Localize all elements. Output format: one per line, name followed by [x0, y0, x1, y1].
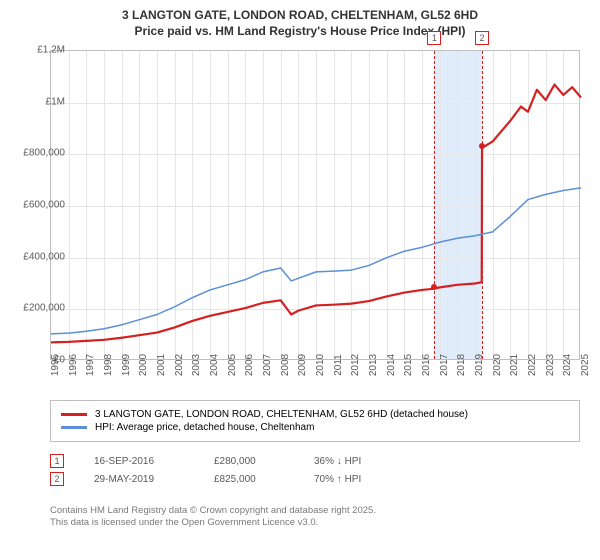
x-axis-label: 2005 — [227, 354, 238, 376]
sale-row: 1 16-SEP-2016£280,00036% ↓ HPI — [50, 454, 414, 468]
footer-line-2: This data is licensed under the Open Gov… — [50, 517, 376, 529]
sale-dot — [479, 143, 485, 149]
y-axis-label: £800,000 — [20, 148, 65, 159]
y-axis-label: £200,000 — [20, 303, 65, 314]
x-axis-label: 2019 — [474, 354, 485, 376]
chart-lines — [51, 51, 579, 359]
sale-date: 16-SEP-2016 — [94, 456, 214, 467]
x-axis-label: 2002 — [174, 354, 185, 376]
sale-hpi-diff: 70% ↑ HPI — [314, 474, 414, 485]
x-axis-label: 2008 — [280, 354, 291, 376]
sale-date: 29-MAY-2019 — [94, 474, 214, 485]
chart-title: 3 LANGTON GATE, LONDON ROAD, CHELTENHAM,… — [0, 0, 600, 43]
legend-label: 3 LANGTON GATE, LONDON ROAD, CHELTENHAM,… — [95, 409, 468, 420]
legend-swatch — [61, 426, 87, 429]
legend: 3 LANGTON GATE, LONDON ROAD, CHELTENHAM,… — [50, 400, 580, 442]
sale-price: £280,000 — [214, 456, 314, 467]
x-axis-label: 2012 — [350, 354, 361, 376]
x-axis-label: 1998 — [103, 354, 114, 376]
sale-hpi-diff: 36% ↓ HPI — [314, 456, 414, 467]
x-axis-label: 2020 — [492, 354, 503, 376]
y-axis-label: £400,000 — [20, 251, 65, 262]
x-axis-label: 2006 — [244, 354, 255, 376]
chart-container: 3 LANGTON GATE, LONDON ROAD, CHELTENHAM,… — [0, 0, 600, 560]
x-axis-label: 1996 — [68, 354, 79, 376]
series-price_paid — [51, 85, 581, 343]
sale-marker-badge: 2 — [475, 31, 489, 45]
x-axis-label: 2000 — [138, 354, 149, 376]
x-axis-label: 2007 — [262, 354, 273, 376]
x-axis-label: 1997 — [85, 354, 96, 376]
x-axis-label: 2025 — [580, 354, 591, 376]
x-axis-label: 2015 — [403, 354, 414, 376]
legend-swatch — [61, 413, 87, 416]
x-axis-label: 2011 — [333, 354, 344, 376]
x-axis-label: 2010 — [315, 354, 326, 376]
x-axis-label: 2021 — [509, 354, 520, 376]
footer-attribution: Contains HM Land Registry data © Crown c… — [50, 505, 376, 530]
x-axis-label: 2022 — [527, 354, 538, 376]
sale-price: £825,000 — [214, 474, 314, 485]
title-line-1: 3 LANGTON GATE, LONDON ROAD, CHELTENHAM,… — [10, 8, 590, 24]
sale-dot — [431, 284, 437, 290]
sale-index-badge: 2 — [50, 472, 64, 486]
x-axis-label: 1999 — [121, 354, 132, 376]
y-axis-label: £1M — [20, 96, 65, 107]
x-axis-label: 2004 — [209, 354, 220, 376]
x-axis-label: 2009 — [297, 354, 308, 376]
plot-area: 12 — [50, 50, 580, 360]
legend-item: 3 LANGTON GATE, LONDON ROAD, CHELTENHAM,… — [61, 409, 569, 420]
x-axis-label: 2014 — [386, 354, 397, 376]
title-line-2: Price paid vs. HM Land Registry's House … — [10, 24, 590, 40]
x-axis-label: 2003 — [191, 354, 202, 376]
x-axis-label: 1995 — [50, 354, 61, 376]
sales-table: 1 16-SEP-2016£280,00036% ↓ HPI 2 29-MAY-201… — [50, 450, 414, 490]
sale-row: 2 29-MAY-2019£825,00070% ↑ HPI — [50, 472, 414, 486]
x-axis-label: 2023 — [545, 354, 556, 376]
y-axis-label: £1.2M — [20, 45, 65, 56]
y-axis-label: £600,000 — [20, 200, 65, 211]
x-axis-label: 2017 — [439, 354, 450, 376]
sale-marker-badge: 1 — [427, 31, 441, 45]
x-axis-label: 2016 — [421, 354, 432, 376]
legend-item: HPI: Average price, detached house, Chel… — [61, 422, 569, 433]
series-hpi — [51, 188, 581, 334]
x-axis-label: 2013 — [368, 354, 379, 376]
footer-line-1: Contains HM Land Registry data © Crown c… — [50, 505, 376, 517]
x-axis-label: 2001 — [156, 354, 167, 376]
x-axis-label: 2024 — [562, 354, 573, 376]
legend-label: HPI: Average price, detached house, Chel… — [95, 422, 314, 433]
sale-index-badge: 1 — [50, 454, 64, 468]
x-axis-label: 2018 — [456, 354, 467, 376]
